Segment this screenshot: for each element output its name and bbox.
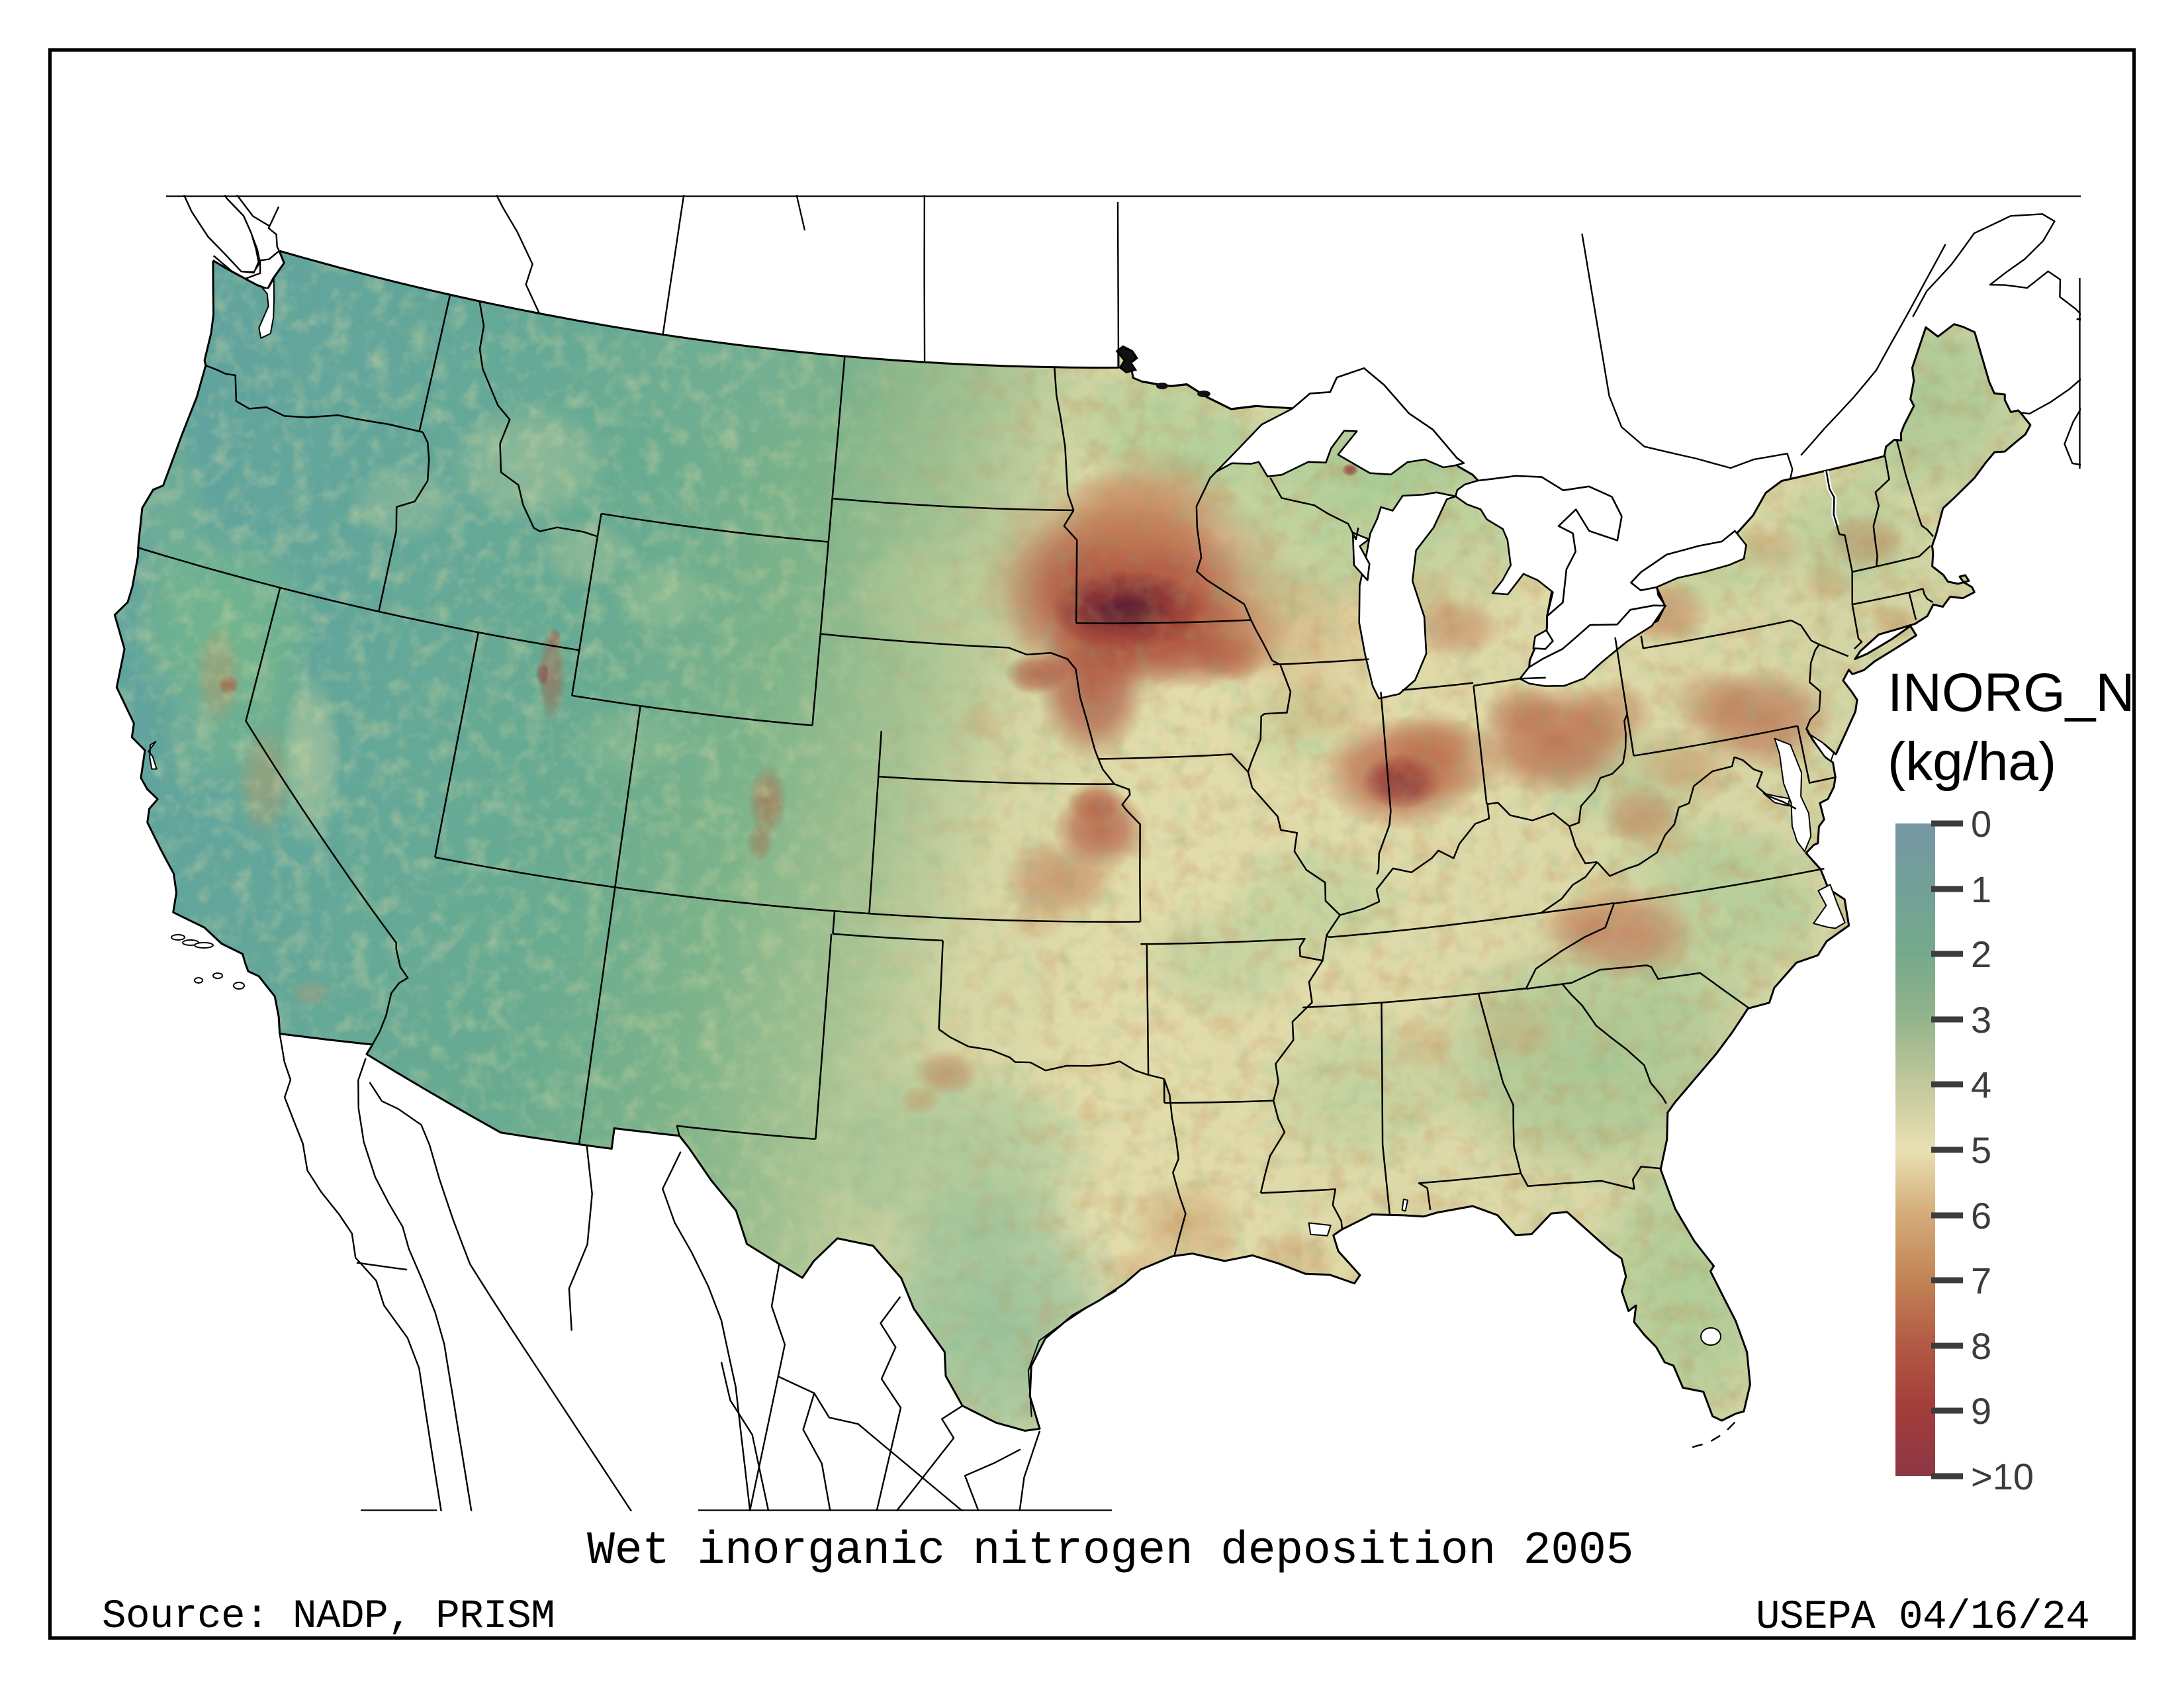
svg-text:2: 2: [1971, 933, 1991, 975]
svg-text:5: 5: [1971, 1129, 1991, 1171]
svg-text:INORG_N: INORG_N: [1888, 663, 2135, 723]
svg-text:Source: NADP, PRISM: Source: NADP, PRISM: [102, 1594, 555, 1640]
svg-text:7: 7: [1971, 1260, 1991, 1301]
svg-text:Wet inorganic nitrogen deposit: Wet inorganic nitrogen deposition 2005: [587, 1525, 1633, 1577]
svg-text:USEPA 04/16/24: USEPA 04/16/24: [1756, 1595, 2089, 1640]
svg-text:4: 4: [1971, 1064, 1991, 1105]
svg-text:3: 3: [1971, 999, 1991, 1041]
svg-text:0: 0: [1971, 803, 1991, 845]
svg-text:>10: >10: [1971, 1456, 2034, 1497]
svg-text:8: 8: [1971, 1325, 1991, 1367]
svg-text:9: 9: [1971, 1390, 1991, 1432]
svg-text:6: 6: [1971, 1195, 1991, 1237]
svg-text:(kg/ha): (kg/ha): [1888, 731, 2056, 792]
svg-text:1: 1: [1971, 868, 1991, 910]
